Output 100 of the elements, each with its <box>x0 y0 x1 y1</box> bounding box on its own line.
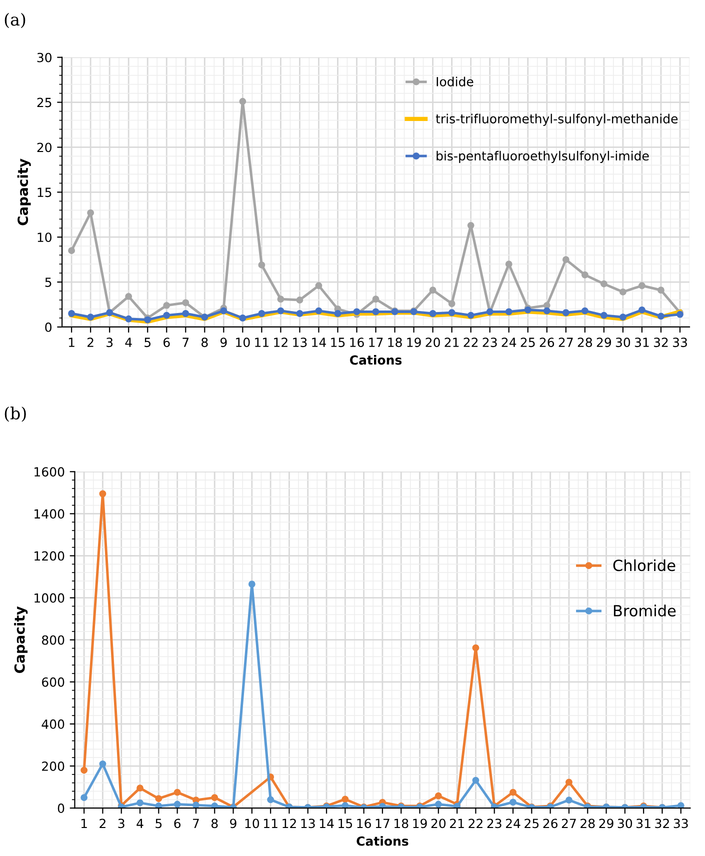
point <box>87 209 94 216</box>
x-tick-label: 5 <box>144 338 150 348</box>
x-tick-label: 33 <box>674 818 688 828</box>
point <box>239 98 246 105</box>
x-tick-label: 19 <box>413 818 427 828</box>
point <box>87 314 94 321</box>
x-tick-label: 4 <box>136 818 144 828</box>
x-tick-label: 29 <box>599 818 614 828</box>
x-tick-label: 25 <box>524 818 539 828</box>
point <box>68 247 76 254</box>
legend-label: Chloride <box>613 559 676 572</box>
x-tick-label: 14 <box>312 338 326 347</box>
x-axis-title: Cations <box>356 836 408 846</box>
chart-title: (a) <box>4 12 26 28</box>
x-tick-label: 28 <box>578 338 592 348</box>
point <box>467 222 474 229</box>
x-tick-label: 1 <box>68 338 74 347</box>
chart-title: (b) <box>4 406 26 422</box>
x-tick-label: 28 <box>580 818 595 828</box>
point <box>600 280 608 288</box>
point <box>565 796 572 804</box>
x-tick-label: 16 <box>357 818 371 828</box>
point <box>80 766 88 774</box>
point <box>429 286 436 294</box>
x-tick-label: 18 <box>394 818 408 828</box>
y-tick-label: 1600 <box>34 467 64 477</box>
x-tick-label: 13 <box>301 818 315 828</box>
y-tick-label: 30 <box>37 52 52 62</box>
x-tick-label: 18 <box>388 338 402 348</box>
point <box>99 490 106 498</box>
x-tick-label: 21 <box>444 338 459 347</box>
point <box>258 262 266 268</box>
point <box>182 310 190 317</box>
point <box>296 296 304 304</box>
y-tick-label: 0 <box>45 322 52 332</box>
y-tick-label: 1200 <box>34 551 64 561</box>
y-tick-label: 1000 <box>34 593 64 603</box>
point <box>657 286 664 294</box>
x-tick-label: 15 <box>331 338 345 348</box>
x-tick-label: 23 <box>482 338 497 348</box>
x-axis-title: Cations <box>350 355 402 365</box>
y-tick-label: 5 <box>45 278 52 287</box>
point <box>562 309 570 316</box>
x-tick-label: 19 <box>407 338 421 348</box>
point <box>372 296 380 303</box>
point <box>619 288 626 296</box>
point <box>248 580 256 588</box>
point <box>155 795 162 802</box>
point <box>543 307 550 314</box>
x-tick-label: 13 <box>293 338 307 348</box>
x-tick-label: 32 <box>654 338 668 348</box>
point <box>581 307 588 314</box>
point <box>125 315 132 322</box>
point <box>562 256 570 264</box>
point <box>315 307 322 314</box>
point <box>448 309 456 316</box>
x-tick-label: 12 <box>274 338 288 347</box>
x-tick-label: 9 <box>220 338 227 348</box>
y-tick-label: 600 <box>42 677 64 687</box>
point <box>136 799 144 806</box>
x-tick-label: 3 <box>106 338 113 348</box>
point <box>136 784 144 792</box>
y-tick-label: 25 <box>37 98 52 108</box>
x-tick-label: 9 <box>230 818 236 828</box>
point <box>467 312 474 319</box>
x-tick-label: 1 <box>81 818 87 828</box>
x-tick-label: 16 <box>350 338 364 348</box>
x-tick-label: 3 <box>118 818 124 828</box>
x-tick-label: 24 <box>502 338 516 347</box>
point <box>677 802 684 808</box>
x-tick-label: 22 <box>468 818 482 828</box>
y-tick-label: 200 <box>42 761 64 771</box>
point <box>434 792 442 800</box>
point <box>334 310 342 317</box>
point <box>429 310 436 317</box>
x-tick-label: 29 <box>596 338 612 348</box>
point <box>565 778 572 786</box>
y-tick-label: 1400 <box>34 509 64 519</box>
point <box>434 800 442 808</box>
x-tick-label: 30 <box>618 818 632 828</box>
x-tick-label: 11 <box>255 338 268 347</box>
x-tick-label: 26 <box>540 338 554 348</box>
x-tick-label: 21 <box>450 818 464 828</box>
point <box>638 306 646 314</box>
x-tick-label: 32 <box>655 818 669 828</box>
point <box>472 776 480 784</box>
point <box>277 307 284 314</box>
y-axis-title: Capacity <box>14 606 28 673</box>
x-tick-label: 20 <box>431 818 446 828</box>
x-tick-label: 4 <box>125 338 132 347</box>
x-tick-label: 22 <box>464 338 478 347</box>
x-tick-label: 2 <box>100 818 106 828</box>
y-tick-label: 400 <box>42 719 64 729</box>
point <box>155 802 162 808</box>
point <box>510 798 516 806</box>
x-tick-label: 31 <box>634 338 649 348</box>
legend-label: bis-pentafluoroethylsulfonyl-imide <box>436 150 649 163</box>
x-tick-label: 17 <box>369 338 383 347</box>
x-tick-label: 7 <box>193 818 199 828</box>
x-tick-label: 30 <box>616 338 630 348</box>
